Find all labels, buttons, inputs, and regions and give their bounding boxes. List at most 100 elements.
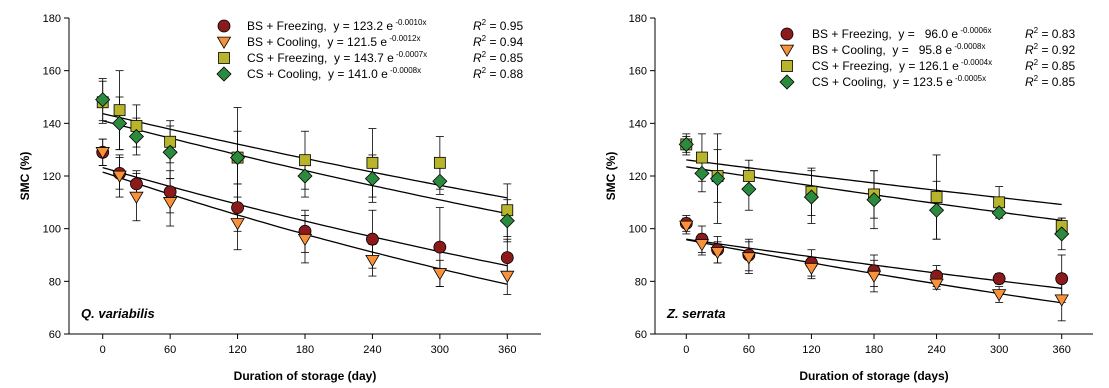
legend-marker xyxy=(779,44,795,57)
legend-entry: CS + Freezing, y = 143.7 e -0.0007x xyxy=(247,50,427,65)
data-point xyxy=(742,170,755,182)
x-axis-title: Duration of storage (day) xyxy=(234,369,377,383)
x-tick-label: 360 xyxy=(498,344,516,356)
legend-r2: R2 = 0.85 xyxy=(473,50,523,65)
data-point xyxy=(129,191,144,205)
legend-entry: CS + Freezing, y = 126.1 e -0.0004x xyxy=(812,58,992,73)
data-point xyxy=(1054,226,1070,242)
y-tick-label: 140 xyxy=(629,118,647,130)
data-point xyxy=(433,240,447,254)
x-tick-label: 300 xyxy=(990,344,1008,356)
legend-marker xyxy=(781,60,793,72)
data-point xyxy=(433,156,446,169)
data-point xyxy=(992,272,1006,286)
y-tick-label: 100 xyxy=(629,224,647,236)
data-point xyxy=(230,150,246,166)
y-tick-label: 180 xyxy=(43,13,61,25)
data-point xyxy=(95,92,111,108)
x-axis-title: Duration of storage (days) xyxy=(799,369,948,383)
data-point xyxy=(930,191,943,203)
x-tick-label: 240 xyxy=(927,344,945,356)
data-point xyxy=(929,202,945,218)
y-tick-label: 100 xyxy=(43,224,61,236)
data-point xyxy=(364,171,380,187)
legend-entry: CS + Cooling, y = 123.5 e -0.0005x xyxy=(812,74,986,89)
data-point xyxy=(679,220,694,233)
data-point xyxy=(929,278,944,291)
legend-marker xyxy=(216,36,232,49)
data-point xyxy=(163,185,177,199)
legend-entry: BS + Freezing, y = 96.0 e -0.0006x xyxy=(812,26,991,41)
y-tick-label: 80 xyxy=(635,276,647,288)
legend-entry: CS + Cooling, y = 141.0 e -0.0008x xyxy=(247,66,421,81)
data-point xyxy=(741,252,757,265)
legend-r2: R2 = 0.92 xyxy=(1025,42,1075,57)
data-point xyxy=(112,170,127,183)
x-tick-label: 0 xyxy=(683,344,689,356)
x-tick-label: 120 xyxy=(228,344,246,356)
legend-marker xyxy=(216,66,232,82)
y-axis-title: SMC (%) xyxy=(604,152,618,201)
legend-r2: R2 = 0.83 xyxy=(1025,26,1075,41)
legend-marker xyxy=(780,27,794,41)
legend-r2: R2 = 0.95 xyxy=(473,18,523,33)
data-point xyxy=(112,115,128,131)
data-point xyxy=(694,239,710,252)
data-point xyxy=(866,270,882,284)
legend-marker xyxy=(779,74,795,90)
data-point xyxy=(1055,272,1069,286)
x-tick-label: 0 xyxy=(100,344,106,356)
x-tick-label: 180 xyxy=(865,344,883,356)
data-point xyxy=(866,192,882,208)
data-point xyxy=(432,268,448,281)
data-point xyxy=(365,254,380,268)
y-tick-label: 80 xyxy=(49,276,61,288)
data-point xyxy=(366,156,379,169)
panel-label: Q. variabilis xyxy=(81,306,155,321)
data-point xyxy=(230,218,245,231)
legend-marker xyxy=(218,52,230,64)
data-point xyxy=(500,270,515,284)
legend-entry: BS + Cooling, y = 121.5 e -0.0012x xyxy=(247,34,420,49)
data-point xyxy=(1054,294,1069,307)
data-point xyxy=(710,171,726,187)
data-point xyxy=(162,144,178,160)
data-point xyxy=(741,181,757,197)
data-point xyxy=(113,104,126,117)
data-point xyxy=(500,251,514,265)
legend-r2: R2 = 0.88 xyxy=(473,66,523,81)
y-axis-title: SMC (%) xyxy=(18,152,32,201)
data-point xyxy=(297,233,313,247)
y-tick-label: 120 xyxy=(43,171,61,183)
data-point xyxy=(678,136,694,152)
data-point xyxy=(366,232,379,246)
data-point xyxy=(696,151,708,164)
legend-r2: R2 = 0.85 xyxy=(1025,58,1075,73)
y-tick-label: 180 xyxy=(629,13,647,25)
x-tick-label: 60 xyxy=(164,344,176,356)
x-tick-label: 60 xyxy=(743,344,755,356)
data-point xyxy=(130,177,143,191)
legend-entry: BS + Freezing, y = 123.2 e -0.0010x xyxy=(247,18,426,33)
data-point xyxy=(299,154,311,167)
data-point xyxy=(128,128,144,145)
data-point xyxy=(297,168,313,184)
y-tick-label: 160 xyxy=(629,66,647,78)
y-tick-label: 140 xyxy=(43,118,61,130)
data-point xyxy=(162,197,178,210)
x-tick-label: 300 xyxy=(431,344,449,356)
data-point xyxy=(694,165,710,181)
y-tick-label: 160 xyxy=(43,66,61,78)
data-point xyxy=(432,173,448,189)
x-tick-label: 180 xyxy=(296,344,314,356)
data-point xyxy=(231,201,244,215)
chart-panel-2: 60 80 100 120 140 160 180 0 60 120 180 240 300 360 Dur… xyxy=(604,13,1093,383)
chart-panel-1: 60 80 100 120 140 160 180 0 60 120 180 240 300 360 Dur… xyxy=(18,13,541,383)
x-tick-label: 120 xyxy=(802,344,820,356)
data-point xyxy=(804,262,819,276)
data-point xyxy=(991,205,1007,221)
y-tick-label: 60 xyxy=(49,329,61,341)
legend-entry: BS + Cooling, y = 95.8 e -0.0008x xyxy=(812,42,985,57)
x-tick-label: 360 xyxy=(1053,344,1071,356)
